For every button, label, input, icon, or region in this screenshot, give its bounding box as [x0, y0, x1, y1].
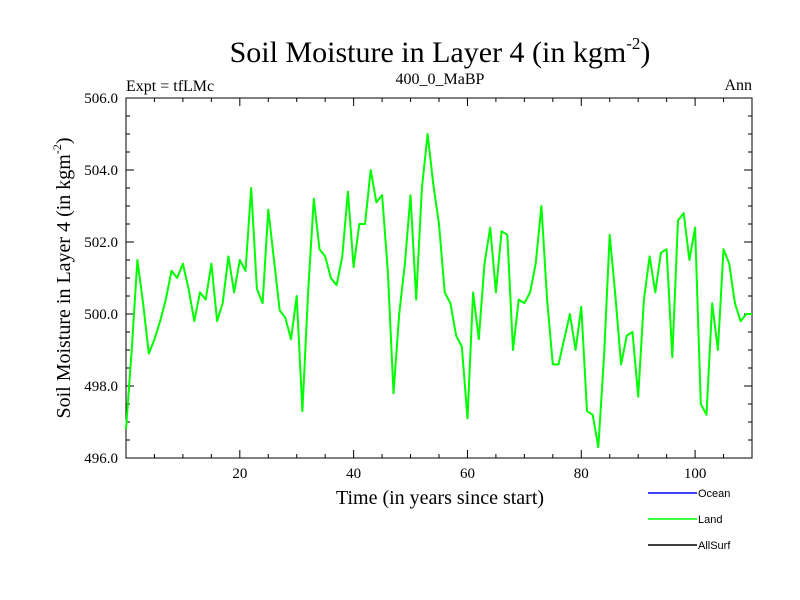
legend-label-allsurf: AllSurf [698, 540, 731, 552]
x-tick-label: 100 [684, 466, 707, 482]
y-tick-label: 504.0 [84, 163, 118, 179]
chart-title: Soil Moisture in Layer 4 (in kgm-2) [230, 34, 651, 69]
y-axis-label: Soil Moisture in Layer 4 (in kgm-2) [50, 137, 75, 418]
y-tick-label: 506.0 [84, 91, 118, 107]
chart-title-sup: -2 [626, 34, 640, 53]
x-axis-label: Time (in years since start) [336, 487, 544, 509]
y-tick-label: 500.0 [84, 307, 118, 323]
series-line-land [125, 133, 752, 449]
y-tick-label: 502.0 [84, 235, 118, 251]
legend: Ocean Land AllSurf [648, 488, 731, 552]
series-group [125, 133, 752, 449]
chart-title-main: Soil Moisture in Layer 4 (in kgm [230, 36, 627, 69]
y-axis-label-main: Soil Moisture in Layer 4 (in kgm [53, 154, 75, 419]
subtitle-left: Expt = tfLMc [126, 78, 214, 95]
x-tick-label: 40 [346, 466, 361, 482]
y-tick-label: 498.0 [84, 379, 118, 395]
y-axis-label-close: ) [53, 137, 75, 144]
chart-title-close: ) [640, 36, 650, 69]
subtitle-center: 400_0_MaBP [396, 71, 485, 88]
y-axis: 496.0 498.0 500.0 502.0 504.0 506.0 [84, 91, 752, 467]
y-tick-label: 496.0 [84, 451, 118, 467]
subtitle-right: Ann [724, 77, 752, 94]
legend-label-ocean: Ocean [698, 488, 730, 500]
x-axis: 20 40 60 80 100 [153, 98, 725, 482]
x-tick-label: 80 [574, 466, 589, 482]
y-axis-label-sup: -2 [50, 144, 64, 154]
x-tick-label: 60 [460, 466, 475, 482]
x-tick-label: 20 [232, 466, 247, 482]
legend-label-land: Land [698, 514, 722, 526]
